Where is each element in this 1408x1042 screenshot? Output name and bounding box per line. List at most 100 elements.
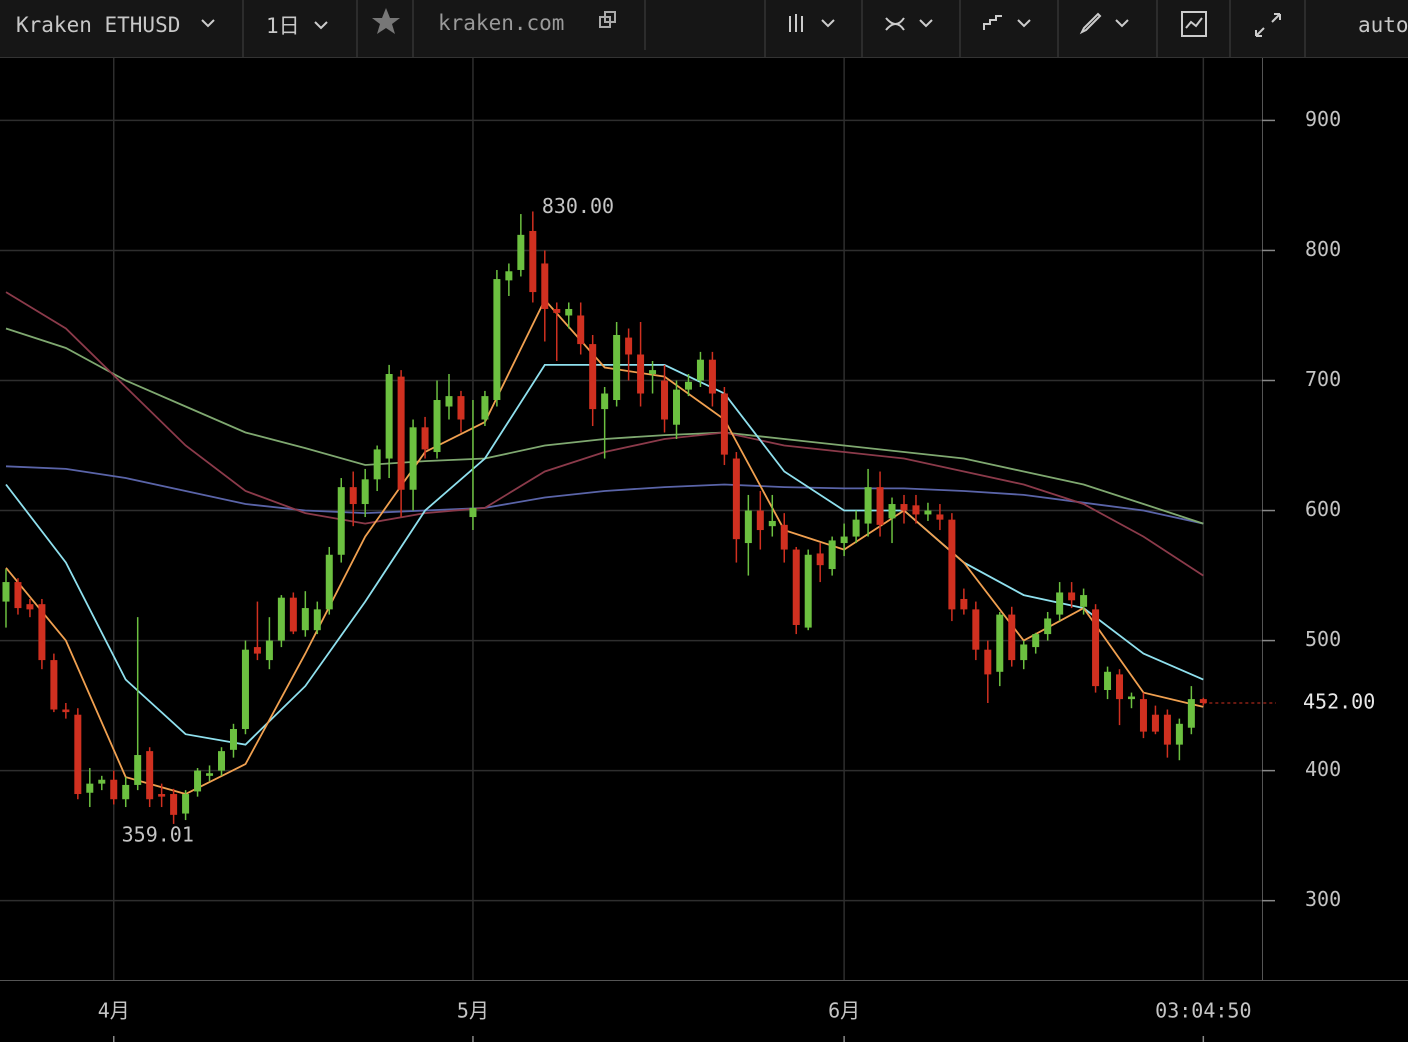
candle-body xyxy=(170,794,178,815)
candle-body xyxy=(1056,592,1064,615)
candle-body xyxy=(194,770,202,792)
x-tick-label: 6月 xyxy=(828,999,860,1023)
candle-body xyxy=(828,540,836,570)
dropdown-arrow xyxy=(314,21,328,30)
candle-body xyxy=(840,536,848,544)
candle-body xyxy=(26,604,34,610)
candle-body xyxy=(253,647,261,654)
y-tick-label: 800 xyxy=(1305,237,1341,261)
candle-body xyxy=(373,449,381,480)
candle-body xyxy=(553,308,561,313)
candle-body xyxy=(936,514,944,520)
candle-body xyxy=(684,381,692,390)
candle-body xyxy=(277,597,285,641)
candle-body xyxy=(1008,614,1016,661)
candle-body xyxy=(768,520,776,527)
scale-mode[interactable]: auto xyxy=(1358,13,1408,37)
candle-body xyxy=(948,519,956,610)
fullscreen-icon[interactable] xyxy=(1255,13,1281,37)
candle-body xyxy=(876,487,884,525)
site[interactable]: kraken.com xyxy=(438,11,564,35)
toolbar xyxy=(0,0,1408,57)
candle-body xyxy=(397,376,405,490)
candle-body xyxy=(1032,634,1040,648)
candle-body xyxy=(50,660,58,710)
draw-icon[interactable] xyxy=(1079,12,1102,35)
candle-body xyxy=(816,553,824,566)
candle-body xyxy=(589,344,597,410)
x-tick-label: 4月 xyxy=(98,999,130,1023)
candle-body xyxy=(469,507,477,518)
candle-body xyxy=(313,609,321,631)
candle-body xyxy=(134,755,142,785)
candle-body xyxy=(1127,696,1135,700)
y-tick-label: 900 xyxy=(1305,107,1341,131)
y-tick-label: 700 xyxy=(1305,367,1341,391)
candle-body xyxy=(146,751,154,800)
candle-body xyxy=(924,510,932,515)
candle-body xyxy=(864,487,872,524)
indicator-icon[interactable] xyxy=(885,17,905,31)
candle-body xyxy=(672,389,680,425)
y-tick-label: 500 xyxy=(1305,627,1341,651)
candle-body xyxy=(86,783,94,793)
snapshot-icon[interactable] xyxy=(1181,11,1207,37)
candle-body xyxy=(900,504,908,511)
candle-body xyxy=(1139,699,1147,732)
candle-body xyxy=(2,582,10,602)
candle-body xyxy=(720,393,728,455)
candle-body xyxy=(385,374,393,459)
candle-body xyxy=(493,279,501,401)
candle-body xyxy=(1199,699,1207,704)
dropdown-arrow xyxy=(201,19,215,28)
star-icon[interactable] xyxy=(372,8,400,34)
candle-body xyxy=(601,393,609,410)
high-label: 830.00 xyxy=(542,194,614,218)
candle-body xyxy=(517,234,525,270)
candle-body xyxy=(1175,723,1183,745)
dropdown-arrow xyxy=(821,19,1129,28)
candle-body xyxy=(289,597,297,632)
candle-body xyxy=(613,334,621,401)
candle-body xyxy=(182,794,190,814)
candle-body xyxy=(577,315,585,345)
candle-body xyxy=(218,751,226,771)
x-tick-label: 03:04:50 xyxy=(1155,999,1251,1023)
candle-body xyxy=(1116,674,1124,700)
candle-body xyxy=(14,582,22,609)
candle-body xyxy=(637,354,645,394)
candle-body xyxy=(98,779,106,784)
candle-body xyxy=(565,308,573,316)
candle-body xyxy=(361,479,369,505)
moving-average-line xyxy=(5,465,1204,525)
compare-icon[interactable] xyxy=(983,15,1002,30)
candle-body xyxy=(960,598,968,610)
candle-body xyxy=(206,773,214,776)
candle-body xyxy=(1163,714,1171,745)
candle-icon[interactable] xyxy=(789,14,803,32)
candle-body xyxy=(625,337,633,355)
y-tick-label: 400 xyxy=(1305,757,1341,781)
candle-body xyxy=(241,649,249,730)
candle-body xyxy=(1104,671,1112,691)
candle-body xyxy=(110,779,118,800)
candle-body xyxy=(38,604,46,661)
candle-body xyxy=(481,396,489,420)
candle-body xyxy=(1080,595,1088,607)
moving-average-line xyxy=(5,364,1204,746)
candle-body xyxy=(696,359,704,381)
candle-body xyxy=(744,510,752,544)
candle-body xyxy=(984,649,992,675)
candle-body xyxy=(62,709,70,713)
last-price-label: 452.00 xyxy=(1303,690,1375,714)
interval[interactable]: 1日 xyxy=(266,14,300,38)
candle-body xyxy=(229,729,237,750)
candle-body xyxy=(505,271,513,281)
candle-body xyxy=(337,487,345,555)
moving-average-line xyxy=(5,298,1204,795)
candle-body xyxy=(756,510,764,531)
candle-body xyxy=(1092,609,1100,687)
symbol[interactable]: Kraken ETHUSD xyxy=(16,13,180,37)
x-tick-label: 5月 xyxy=(457,999,489,1023)
